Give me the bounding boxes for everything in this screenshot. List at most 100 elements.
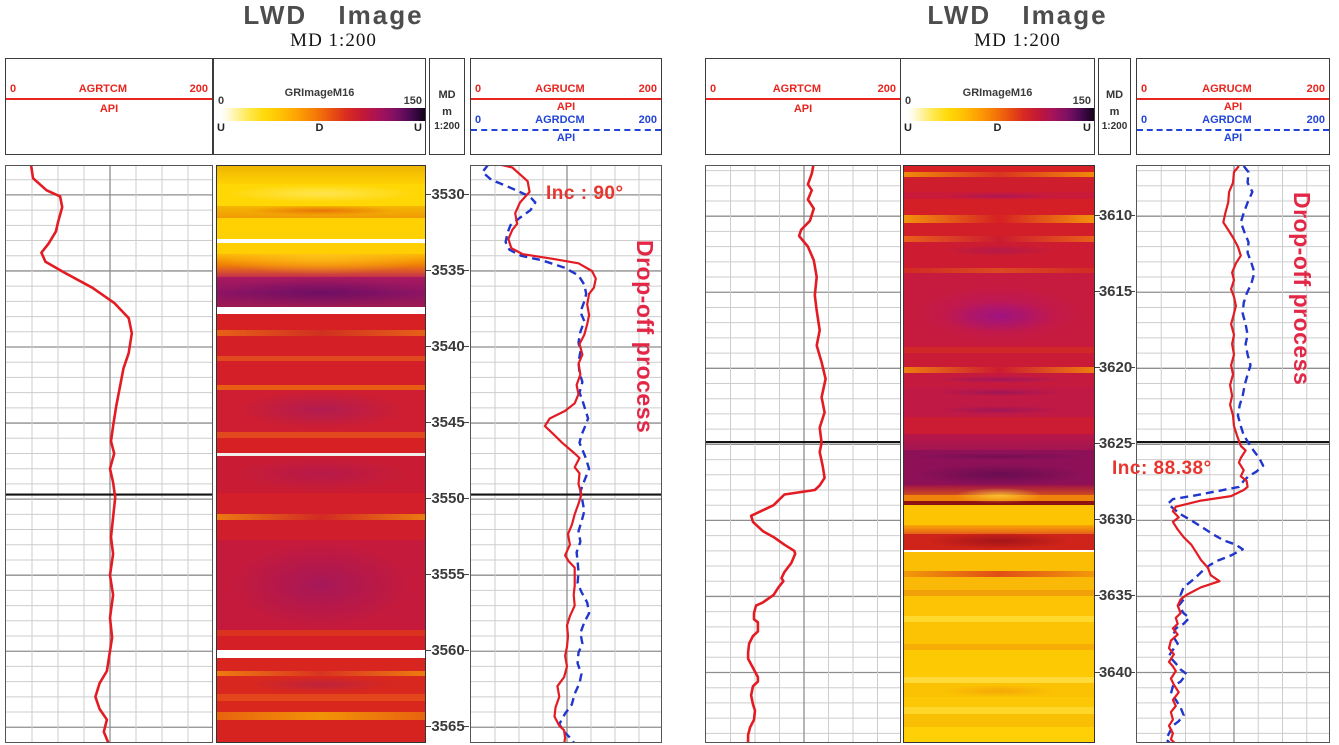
gr-image-feature-blob bbox=[942, 684, 1056, 697]
gr-image-band bbox=[904, 550, 1094, 553]
agrucm-scale-row: 0 AGRUCM 200 bbox=[1137, 83, 1329, 95]
agrucm-unit: API bbox=[556, 101, 576, 113]
agrtcm-scale-row: 0 AGRTCM 200 bbox=[706, 83, 900, 95]
gr-image-band bbox=[904, 707, 1094, 715]
dropoff-process-annotation: Drop-off process bbox=[632, 240, 658, 434]
gr-image-feature-blob bbox=[932, 375, 1066, 383]
gr-image-band bbox=[217, 514, 425, 521]
gr-image-band bbox=[904, 677, 1094, 684]
header-track-grimage: GRImageM16 0 150 U D U bbox=[213, 58, 426, 155]
agrucm-max: 200 bbox=[638, 83, 657, 95]
grimage-colorbar bbox=[220, 108, 425, 121]
gr-image-band bbox=[904, 713, 1094, 728]
depth-tick-left bbox=[1095, 443, 1100, 445]
gr-image-band bbox=[904, 172, 1094, 178]
gr-image-band bbox=[904, 177, 1094, 193]
gr-image-band bbox=[217, 166, 425, 185]
gr-image-band bbox=[904, 273, 1094, 348]
gr-image-feature-blob bbox=[227, 185, 415, 202]
agrdcm-curve bbox=[481, 166, 591, 742]
gr-image-band bbox=[217, 693, 425, 702]
gr-image-band bbox=[217, 389, 425, 433]
gr-image-track bbox=[903, 165, 1095, 743]
gr-image-band bbox=[904, 450, 1094, 486]
gr-image-band bbox=[217, 360, 425, 386]
grimage-label-u-left: U bbox=[904, 122, 912, 134]
md-unit: m bbox=[1109, 106, 1120, 118]
depth-tick-right bbox=[464, 422, 469, 424]
agrdcm-scale-row: 0 AGRDCM 200 bbox=[471, 114, 661, 126]
agrucm-unit: API bbox=[1223, 101, 1243, 113]
depth-label: 3635 bbox=[1098, 587, 1133, 605]
agrdcm-curve-style-line bbox=[471, 129, 661, 131]
depth-tick-right bbox=[1130, 367, 1135, 369]
gr-image-band bbox=[904, 433, 1094, 452]
curve-track-grid-and-curves bbox=[470, 165, 662, 743]
curve-track-grid-and-curves bbox=[705, 165, 901, 743]
agrdcm-curve-name: AGRDCM bbox=[535, 114, 585, 126]
gr-image-band bbox=[217, 217, 425, 240]
gr-image-feature-blob bbox=[937, 406, 1061, 414]
depth-label: 3615 bbox=[1098, 283, 1133, 301]
gr-image-band bbox=[904, 524, 1094, 535]
dropoff-process-annotation: Drop-off process bbox=[1289, 192, 1315, 386]
gr-image-band bbox=[904, 353, 1094, 368]
gr-image-band bbox=[904, 696, 1094, 709]
header-track-md: MD m 1:200 bbox=[1098, 58, 1131, 155]
curve-track-grid-and-curves bbox=[5, 165, 213, 743]
depth-tick-left bbox=[426, 650, 431, 652]
agrtcm-curve bbox=[29, 166, 134, 742]
gr-image-band bbox=[217, 336, 425, 357]
gr-image-band bbox=[904, 616, 1094, 623]
gr-image-band bbox=[904, 372, 1094, 388]
gr-image-band bbox=[217, 636, 425, 652]
depth-label: 3625 bbox=[1098, 435, 1133, 453]
chart-subtitle: MD 1:200 bbox=[290, 30, 377, 51]
depth-label: 3530 bbox=[431, 185, 465, 203]
header-track-agrucm-agrdcm: 0 AGRUCM 200 API 0 AGRDCM 200 API bbox=[470, 58, 662, 155]
agrtcm-min: 0 bbox=[10, 83, 17, 95]
chart-subtitle: MD 1:200 bbox=[974, 30, 1061, 51]
grimage-label-u-right: U bbox=[1083, 122, 1091, 134]
grimage-max: 150 bbox=[403, 95, 422, 107]
agrtcm-max: 200 bbox=[877, 83, 896, 95]
depth-label: 3610 bbox=[1098, 207, 1133, 225]
header-track-agrtcm: 0 AGRTCM 200 API bbox=[5, 58, 213, 155]
agrdcm-min: 0 bbox=[1141, 114, 1148, 126]
agrucm-curve-name: AGRUCM bbox=[1202, 83, 1252, 95]
depth-tick-left bbox=[1095, 215, 1100, 217]
depth-tick-left bbox=[426, 346, 431, 347]
gr-image-band bbox=[217, 540, 425, 631]
inclination-annotation: Inc: 88.38° bbox=[1112, 458, 1212, 479]
agrtcm-curve bbox=[746, 166, 827, 742]
depth-label: 3550 bbox=[431, 490, 465, 508]
header-track-agrtcm: 0 AGRTCM 200 API bbox=[705, 58, 901, 155]
depth-tick-right bbox=[464, 650, 469, 652]
depth-tick-right bbox=[464, 346, 469, 347]
curve-track-grid-and-curves bbox=[1136, 165, 1330, 743]
agrtcm-curve-style-line bbox=[706, 98, 900, 100]
agrucm-min: 0 bbox=[475, 83, 482, 95]
md-unit: m bbox=[442, 106, 452, 118]
gr-image-band bbox=[217, 306, 425, 315]
gr-image-band bbox=[217, 438, 425, 455]
inclination-annotation: Inc : 90° bbox=[546, 183, 624, 204]
grimage-name: GRImageM16 bbox=[962, 87, 1033, 99]
gr-image-band bbox=[904, 505, 1094, 526]
header-track-md: MD m 1:200 bbox=[429, 58, 465, 155]
gr-image-band bbox=[217, 650, 425, 659]
grimage-label-d: D bbox=[993, 122, 1002, 134]
gr-image-band bbox=[904, 235, 1094, 243]
gr-image-band bbox=[904, 590, 1094, 598]
chart-title: LWD Image bbox=[927, 0, 1108, 30]
agrtcm-min: 0 bbox=[710, 83, 717, 95]
grimage-label-u-left: U bbox=[217, 122, 225, 134]
gr-image-band bbox=[217, 330, 425, 337]
gr-image-feature-blob bbox=[956, 488, 1042, 503]
grimage-name: GRImageM16 bbox=[284, 87, 355, 99]
agrtcm-curve-name: AGRTCM bbox=[78, 83, 128, 95]
header-track-grimage: GRImageM16 0 150 U D U bbox=[900, 58, 1095, 155]
agrdcm-curve bbox=[1164, 166, 1265, 742]
depth-tick-left bbox=[426, 193, 431, 195]
depth-tick-right bbox=[464, 193, 469, 195]
